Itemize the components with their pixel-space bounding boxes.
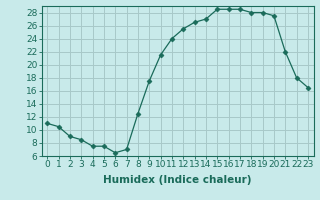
X-axis label: Humidex (Indice chaleur): Humidex (Indice chaleur) — [103, 175, 252, 185]
